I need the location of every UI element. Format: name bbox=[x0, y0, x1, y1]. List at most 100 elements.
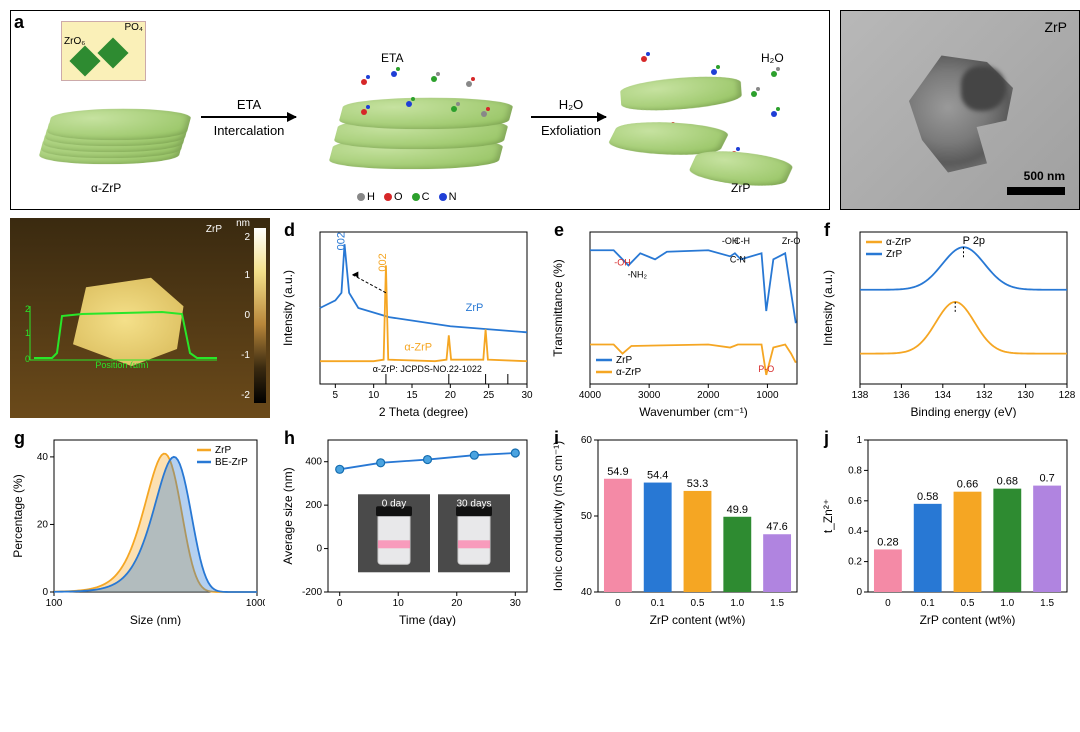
panel-e: e 4000300020001000Wavenumber (cm⁻¹)Trans… bbox=[550, 218, 810, 418]
transference-bar: 00.20.40.60.810.2800.580.10.660.50.681.0… bbox=[820, 426, 1075, 626]
svg-text:40: 40 bbox=[37, 452, 49, 463]
eta-annot: ETA bbox=[381, 51, 403, 65]
svg-text:0.58: 0.58 bbox=[917, 491, 938, 503]
structure-inset: PO₄ ZrO₆ bbox=[61, 21, 146, 81]
arrow-exfoliation bbox=[531, 116, 606, 118]
svg-text:t_Zn²⁺: t_Zn²⁺ bbox=[821, 499, 835, 533]
arrow1-bot: Intercalation bbox=[189, 123, 309, 138]
svg-text:49.9: 49.9 bbox=[727, 504, 748, 516]
svg-text:134: 134 bbox=[934, 390, 951, 401]
svg-text:1000: 1000 bbox=[756, 390, 779, 401]
svg-text:400: 400 bbox=[305, 457, 322, 468]
svg-text:5: 5 bbox=[333, 390, 339, 401]
svg-text:53.3: 53.3 bbox=[687, 478, 708, 490]
svg-text:P 2p: P 2p bbox=[963, 235, 985, 247]
panel-label-j: j bbox=[824, 428, 829, 449]
svg-text:0: 0 bbox=[885, 598, 891, 609]
iy2: 2 bbox=[25, 304, 30, 314]
svg-text:0.8: 0.8 bbox=[848, 465, 862, 476]
ixl: Position (µm) bbox=[95, 360, 148, 368]
svg-text:2000: 2000 bbox=[697, 390, 720, 401]
svg-text:3000: 3000 bbox=[638, 390, 661, 401]
svg-text:0.28: 0.28 bbox=[877, 536, 898, 548]
svg-text:1.0: 1.0 bbox=[730, 598, 744, 609]
svg-text:α-ZrP: α-ZrP bbox=[616, 367, 642, 378]
panel-label-f: f bbox=[824, 220, 830, 241]
iy0: 0 bbox=[25, 354, 30, 364]
svg-text:Time (day): Time (day) bbox=[399, 613, 456, 626]
panel-f: f 138136134132130128Binding energy (eV)I… bbox=[820, 218, 1080, 418]
dls-chart: 100100002040Size (nm)Percentage (%)ZrPBE… bbox=[10, 426, 265, 626]
svg-text:BE-ZrP: BE-ZrP bbox=[215, 457, 248, 468]
svg-text:30: 30 bbox=[521, 390, 533, 401]
svg-text:C-H: C-H bbox=[734, 236, 750, 246]
svg-text:1000: 1000 bbox=[246, 598, 265, 609]
svg-text:1: 1 bbox=[856, 435, 862, 446]
svg-text:C-N: C-N bbox=[730, 254, 746, 264]
xrd-chart: 510152025302 Theta (degree)Intensity (a.… bbox=[280, 218, 535, 418]
arrow-intercalation bbox=[201, 116, 296, 118]
right-material-label: ZrP bbox=[731, 181, 750, 195]
panel-label-g: g bbox=[14, 428, 25, 449]
svg-text:15: 15 bbox=[406, 390, 418, 401]
svg-text:Ionic conductivity (mS cm⁻¹): Ionic conductivity (mS cm⁻¹) bbox=[551, 441, 565, 591]
afm-image: ZrP nm 2 1 0 -1 -2 0 1 2 Position (µm) H… bbox=[10, 218, 270, 418]
panel-label-d: d bbox=[284, 220, 295, 241]
svg-text:20: 20 bbox=[445, 390, 457, 401]
svg-text:128: 128 bbox=[1059, 390, 1075, 401]
panel-label-e: e bbox=[554, 220, 564, 241]
svg-text:1.5: 1.5 bbox=[1040, 598, 1054, 609]
panel-g: g 100100002040Size (nm)Percentage (%)ZrP… bbox=[10, 426, 270, 626]
cb-t3: -1 bbox=[241, 350, 250, 361]
iy1: 1 bbox=[25, 328, 30, 338]
svg-text:0.5: 0.5 bbox=[691, 598, 705, 609]
svg-text:ZrP: ZrP bbox=[466, 302, 484, 314]
svg-text:0: 0 bbox=[42, 587, 48, 598]
cb-t0: 2 bbox=[244, 232, 250, 243]
svg-text:0: 0 bbox=[856, 587, 862, 598]
panel-c: c ZrP nm 2 1 0 -1 -2 0 1 2 Position ( bbox=[10, 218, 270, 418]
svg-text:0 day: 0 day bbox=[382, 498, 406, 509]
svg-text:002: 002 bbox=[377, 253, 389, 271]
svg-text:ZrP: ZrP bbox=[616, 355, 632, 366]
svg-text:Average size (nm): Average size (nm) bbox=[281, 467, 295, 564]
cb-t4: -2 bbox=[241, 390, 250, 401]
svg-text:Zr-O: Zr-O bbox=[782, 236, 801, 246]
cb-unit: nm bbox=[236, 218, 250, 229]
afm-material: ZrP bbox=[206, 224, 222, 235]
conductivity-bar: 40506054.9054.40.153.30.549.91.047.61.5Z… bbox=[550, 426, 805, 626]
svg-text:Wavenumber (cm⁻¹): Wavenumber (cm⁻¹) bbox=[639, 405, 748, 418]
svg-text:130: 130 bbox=[1017, 390, 1034, 401]
svg-text:0.1: 0.1 bbox=[921, 598, 935, 609]
svg-text:Intensity (a.u.): Intensity (a.u.) bbox=[281, 270, 295, 346]
arrow1-top: ETA bbox=[189, 97, 309, 112]
svg-text:40: 40 bbox=[581, 587, 593, 598]
panel-label-h: h bbox=[284, 428, 295, 449]
svg-text:47.6: 47.6 bbox=[766, 521, 787, 533]
svg-text:54.4: 54.4 bbox=[647, 470, 668, 482]
inset-po4: PO₄ bbox=[124, 22, 143, 33]
atom-legend: H O C N bbox=[351, 191, 457, 203]
figure: a PO₄ ZrO₆ α-ZrP ETA Intercalation E bbox=[10, 10, 1070, 626]
svg-text:100: 100 bbox=[46, 598, 63, 609]
scalebar-text: 500 nm bbox=[1024, 169, 1065, 183]
panel-b: b ZrP 500 nm bbox=[840, 10, 1080, 210]
svg-text:0: 0 bbox=[337, 598, 343, 609]
left-material-label: α-ZrP bbox=[91, 181, 121, 195]
svg-text:P-O: P-O bbox=[758, 364, 774, 374]
cb-t2: 0 bbox=[244, 310, 250, 321]
svg-text:α-ZrP: α-ZrP bbox=[886, 237, 912, 248]
inset-zro6: ZrO₆ bbox=[64, 36, 85, 47]
panel-j: j 00.20.40.60.810.2800.580.10.660.50.681… bbox=[820, 426, 1080, 626]
svg-text:Size (nm): Size (nm) bbox=[130, 613, 181, 626]
svg-text:ZrP content (wt%): ZrP content (wt%) bbox=[650, 613, 746, 626]
tem-material: ZrP bbox=[1044, 19, 1067, 35]
svg-text:0.66: 0.66 bbox=[957, 479, 978, 491]
svg-text:0.7: 0.7 bbox=[1039, 473, 1054, 485]
svg-text:50: 50 bbox=[581, 511, 593, 522]
svg-text:1.0: 1.0 bbox=[1000, 598, 1014, 609]
svg-text:Binding energy (eV): Binding energy (eV) bbox=[910, 405, 1016, 418]
cb-t1: 1 bbox=[244, 270, 250, 281]
size-time-chart: 0102030-2000200400Time (day)Average size… bbox=[280, 426, 535, 626]
svg-text:0: 0 bbox=[615, 598, 621, 609]
